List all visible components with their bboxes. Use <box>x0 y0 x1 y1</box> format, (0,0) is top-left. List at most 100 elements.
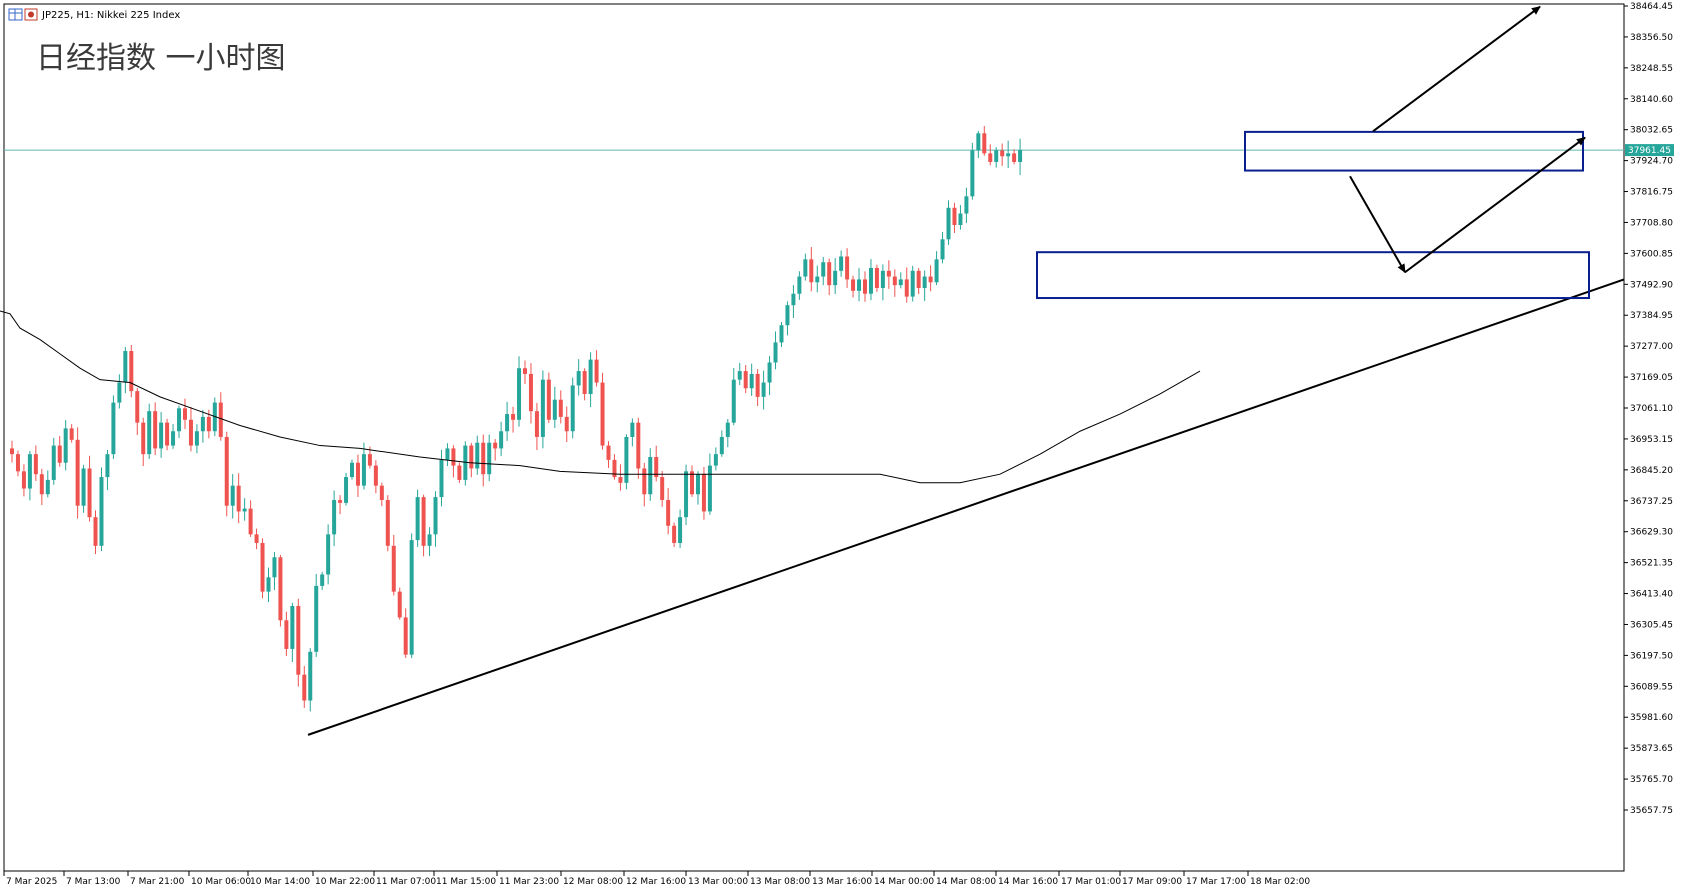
candle-body <box>499 431 504 449</box>
forecast-arrow[interactable] <box>1372 5 1541 133</box>
candle-body <box>361 454 366 486</box>
y-tick-label: 36953.15 <box>1630 435 1673 445</box>
candle-body <box>445 448 450 460</box>
candle-body <box>564 416 569 432</box>
candle-body <box>433 497 438 535</box>
candle-body <box>534 411 539 437</box>
chart-grid-icon[interactable] <box>8 8 23 21</box>
consolidation-box-upper[interactable] <box>1244 130 1584 172</box>
candle-body <box>57 445 62 463</box>
candle-body <box>922 276 927 289</box>
candle-body <box>63 428 68 463</box>
y-tick-label: 37492.90 <box>1630 280 1673 290</box>
candle-body <box>845 256 850 280</box>
candle-body <box>326 534 331 575</box>
candle-body <box>505 414 510 432</box>
y-tick-label: 36629.30 <box>1630 528 1673 538</box>
candle-body <box>45 479 50 495</box>
candle-body <box>439 459 444 498</box>
candle-body <box>373 465 378 486</box>
x-tick-label: 17 Mar 09:00 <box>1122 877 1182 887</box>
candle-body <box>851 279 856 291</box>
y-tick-label: 38032.65 <box>1630 126 1673 136</box>
x-tick-label: 10 Mar 06:00 <box>191 877 251 887</box>
candle-body <box>773 342 778 363</box>
candle-body <box>522 368 527 374</box>
candle-body <box>654 457 659 478</box>
candle-body <box>517 368 522 420</box>
candle-body <box>391 545 396 592</box>
candle-body <box>308 651 313 701</box>
x-tick-label: 12 Mar 16:00 <box>626 877 686 887</box>
consolidation-box-lower[interactable] <box>1036 251 1590 300</box>
candle-body <box>457 465 462 480</box>
candle-body <box>707 465 712 512</box>
candle-body <box>260 542 265 592</box>
support-trendline[interactable] <box>307 278 1625 736</box>
x-tick-label: 13 Mar 16:00 <box>812 877 872 887</box>
y-tick-label: 35873.65 <box>1630 744 1673 754</box>
candle-body <box>594 359 599 383</box>
candle-body <box>528 373 533 412</box>
candle-body <box>147 411 152 455</box>
candle-body <box>159 422 164 449</box>
candle-body <box>743 371 748 389</box>
candle-body <box>546 379 551 420</box>
candle-body <box>493 442 498 449</box>
candle-body <box>678 517 683 543</box>
candle-body <box>761 382 766 397</box>
candle-body <box>684 471 689 518</box>
candle-body <box>332 499 337 535</box>
candle-body <box>618 477 623 483</box>
candle-body <box>141 422 146 455</box>
candle-body <box>755 373 760 397</box>
candle-body <box>129 351 134 392</box>
candle-body <box>797 276 802 294</box>
candle-body <box>15 454 20 472</box>
y-tick-label: 35981.60 <box>1630 713 1673 723</box>
candle-body <box>874 267 879 289</box>
candle-body <box>427 534 432 546</box>
candle-body <box>278 557 283 621</box>
header-bar: JP225, H1: Nikkei 225 Index <box>8 8 180 21</box>
candle-body <box>165 422 170 446</box>
candle-body <box>940 239 945 260</box>
candle-body <box>660 477 665 500</box>
candle-body <box>302 674 307 701</box>
candle-body <box>666 499 671 526</box>
candle-body <box>99 477 104 546</box>
current-price-label: 37961.45 <box>1628 146 1671 156</box>
x-tick-label: 17 Mar 17:00 <box>1186 877 1246 887</box>
candle-body <box>415 497 420 541</box>
candle-body <box>93 517 98 546</box>
y-tick-label: 37600.85 <box>1630 249 1673 259</box>
candle-body <box>254 534 259 543</box>
candle-body <box>988 153 993 162</box>
forecast-arrow[interactable] <box>1349 175 1406 274</box>
candle-body <box>827 262 832 286</box>
candle-body <box>749 373 754 389</box>
price-axis: 38464.45 38356.50 38248.55 38140.60 38032.65… <box>1623 2 1673 871</box>
candle-body <box>958 213 963 225</box>
candle-body <box>630 422 635 437</box>
candle-body <box>880 270 885 289</box>
candle-body <box>558 399 563 417</box>
candle-body <box>582 371 587 394</box>
candle-body <box>898 279 903 286</box>
flag-icon[interactable] <box>24 8 38 21</box>
candle-body <box>994 150 999 162</box>
y-tick-label: 36305.45 <box>1630 620 1673 630</box>
candle-body <box>791 293 796 306</box>
candle-body <box>224 436 229 506</box>
x-tick-label: 10 Mar 22:00 <box>315 877 375 887</box>
y-tick-label: 37924.70 <box>1630 157 1673 167</box>
candle-body <box>463 445 468 480</box>
moving-average-line <box>0 310 1201 484</box>
candle-body <box>487 442 492 475</box>
candle-body <box>272 557 277 578</box>
candle-body <box>910 270 915 297</box>
forecast-arrow[interactable] <box>1404 136 1586 274</box>
candle-body <box>177 408 182 432</box>
candle-body <box>552 399 557 420</box>
y-tick-label: 37816.75 <box>1630 188 1673 198</box>
